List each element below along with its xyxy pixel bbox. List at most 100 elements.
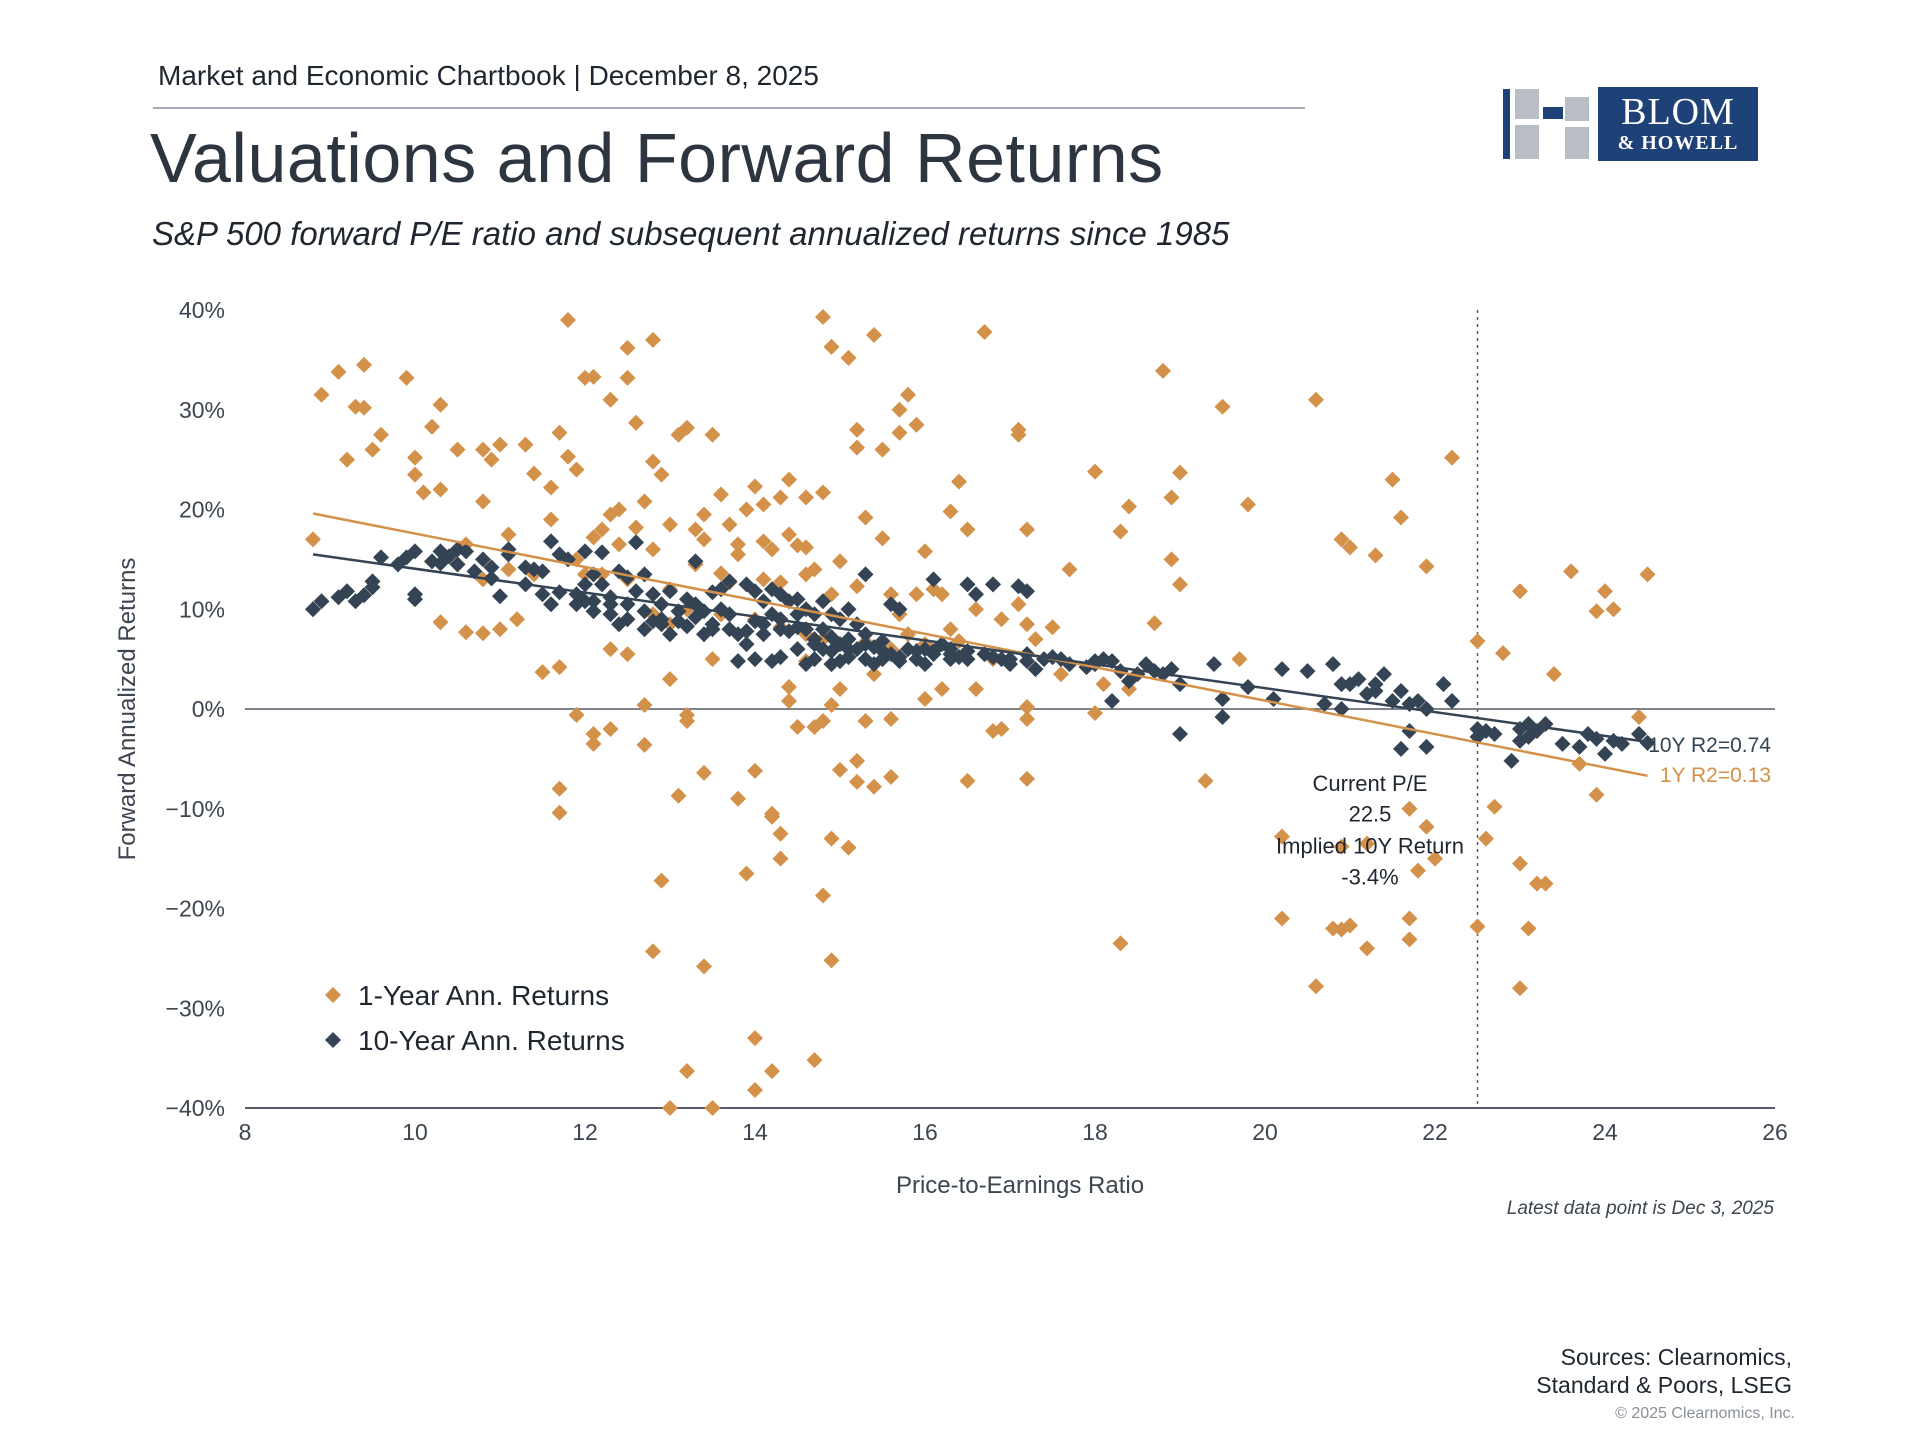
one-year-point xyxy=(840,839,857,856)
ten-year-point xyxy=(585,593,602,610)
one-year-point xyxy=(500,561,517,578)
one-year-point xyxy=(543,511,559,528)
one-year-point xyxy=(1274,828,1290,845)
one-year-point xyxy=(602,641,619,658)
ten-year-point xyxy=(653,616,670,633)
ten-year-point xyxy=(636,603,653,620)
one-year-point xyxy=(866,666,882,683)
one-year-point xyxy=(1537,875,1554,892)
one-year-point xyxy=(908,416,925,433)
ten-year-point xyxy=(840,631,857,648)
ten-year-point xyxy=(1214,708,1231,725)
one-year-point xyxy=(985,722,1001,739)
one-year-point xyxy=(1512,583,1528,600)
one-year-point xyxy=(798,566,814,583)
ten-year-point xyxy=(1410,693,1426,710)
one-year-point xyxy=(993,611,1010,628)
ten-year-point xyxy=(1163,661,1180,678)
one-year-point xyxy=(968,601,984,618)
ten-year-point xyxy=(458,543,474,560)
ten-year-point xyxy=(1444,693,1460,710)
ten-year-point xyxy=(1240,679,1256,696)
one-year-point xyxy=(806,1052,823,1069)
latest-data-note: Latest data point is Dec 3, 2025 xyxy=(1506,1198,1774,1219)
one-year-point xyxy=(364,441,381,458)
one-year-point xyxy=(1044,619,1061,636)
one-year-point xyxy=(755,571,772,588)
x-tick-label: 16 xyxy=(912,1119,938,1145)
one-year-point xyxy=(738,865,755,882)
ten-year-point xyxy=(602,596,619,613)
ten-year-point xyxy=(789,591,806,608)
one-year-point xyxy=(772,825,789,842)
one-year-point xyxy=(823,830,840,847)
ten-year-point xyxy=(738,623,755,640)
page-title: Valuations and Forward Returns xyxy=(150,119,1164,197)
one-year-point xyxy=(551,424,568,441)
one-year-point xyxy=(900,386,916,403)
one-year-point xyxy=(908,586,925,603)
trendline-1y xyxy=(312,512,1648,778)
one-year-point xyxy=(721,516,738,533)
one-year-point xyxy=(1605,601,1622,618)
ten-year-point xyxy=(1325,656,1341,673)
logo-bottom-text: & HOWELL xyxy=(1617,132,1739,154)
ten-year-point xyxy=(738,636,755,653)
one-year-point xyxy=(662,671,678,688)
one-year-point xyxy=(585,529,602,546)
one-year-point xyxy=(432,614,449,631)
one-year-point xyxy=(1019,710,1035,727)
one-year-point xyxy=(815,887,831,904)
one-year-point xyxy=(951,473,967,490)
ten-year-point xyxy=(840,601,857,618)
one-year-point xyxy=(1308,978,1324,995)
ten-year-point xyxy=(704,616,721,633)
one-year-point xyxy=(653,872,670,889)
one-year-point xyxy=(976,323,993,340)
one-year-point xyxy=(781,679,797,696)
one-year-point xyxy=(772,850,789,867)
one-year-point xyxy=(662,516,678,533)
one-year-point xyxy=(832,761,848,778)
ten-year-point xyxy=(543,533,559,550)
one-year-point xyxy=(1401,931,1418,948)
ten-year-point xyxy=(1393,740,1409,757)
logo-mark-icon xyxy=(1503,89,1589,159)
ten-year-point xyxy=(755,626,772,643)
one-year-point xyxy=(857,712,874,729)
ten-year-point xyxy=(1333,701,1350,717)
one-year-point xyxy=(1231,651,1248,668)
ten-year-point xyxy=(407,543,423,560)
one-year-point xyxy=(1087,463,1103,480)
ten-year-point xyxy=(364,573,381,590)
y-tick-label: 0% xyxy=(192,696,225,722)
one-year-point xyxy=(781,526,797,543)
one-year-point xyxy=(1053,666,1069,683)
x-tick-label: 10 xyxy=(402,1119,428,1145)
ten-year-point xyxy=(1002,651,1018,668)
y-tick-label: 40% xyxy=(179,297,225,323)
one-year-point xyxy=(1019,770,1035,787)
one-year-point xyxy=(1061,561,1078,578)
ten-year-point xyxy=(1333,676,1350,693)
one-year-point xyxy=(407,449,423,466)
ten-year-point xyxy=(687,553,704,570)
one-year-point xyxy=(687,521,704,538)
one-year-point xyxy=(1240,496,1256,513)
blom-howell-logo: BLOM & HOWELL xyxy=(1503,87,1758,162)
one-year-point xyxy=(1172,576,1188,593)
one-year-point xyxy=(1333,531,1350,548)
annotation-implied-return: Implied 10Y Return xyxy=(1276,834,1464,859)
one-year-point xyxy=(1112,935,1129,952)
y-tick-label: 30% xyxy=(179,397,225,423)
ten-year-point xyxy=(585,603,602,620)
one-year-point xyxy=(772,489,789,506)
one-year-point xyxy=(747,762,763,779)
one-year-point xyxy=(670,787,687,804)
one-year-point xyxy=(517,436,534,453)
ten-year-point xyxy=(959,576,976,593)
ten-year-point xyxy=(1367,683,1384,700)
one-year-point xyxy=(891,401,908,418)
one-year-point xyxy=(934,681,950,698)
one-year-point xyxy=(628,414,644,431)
